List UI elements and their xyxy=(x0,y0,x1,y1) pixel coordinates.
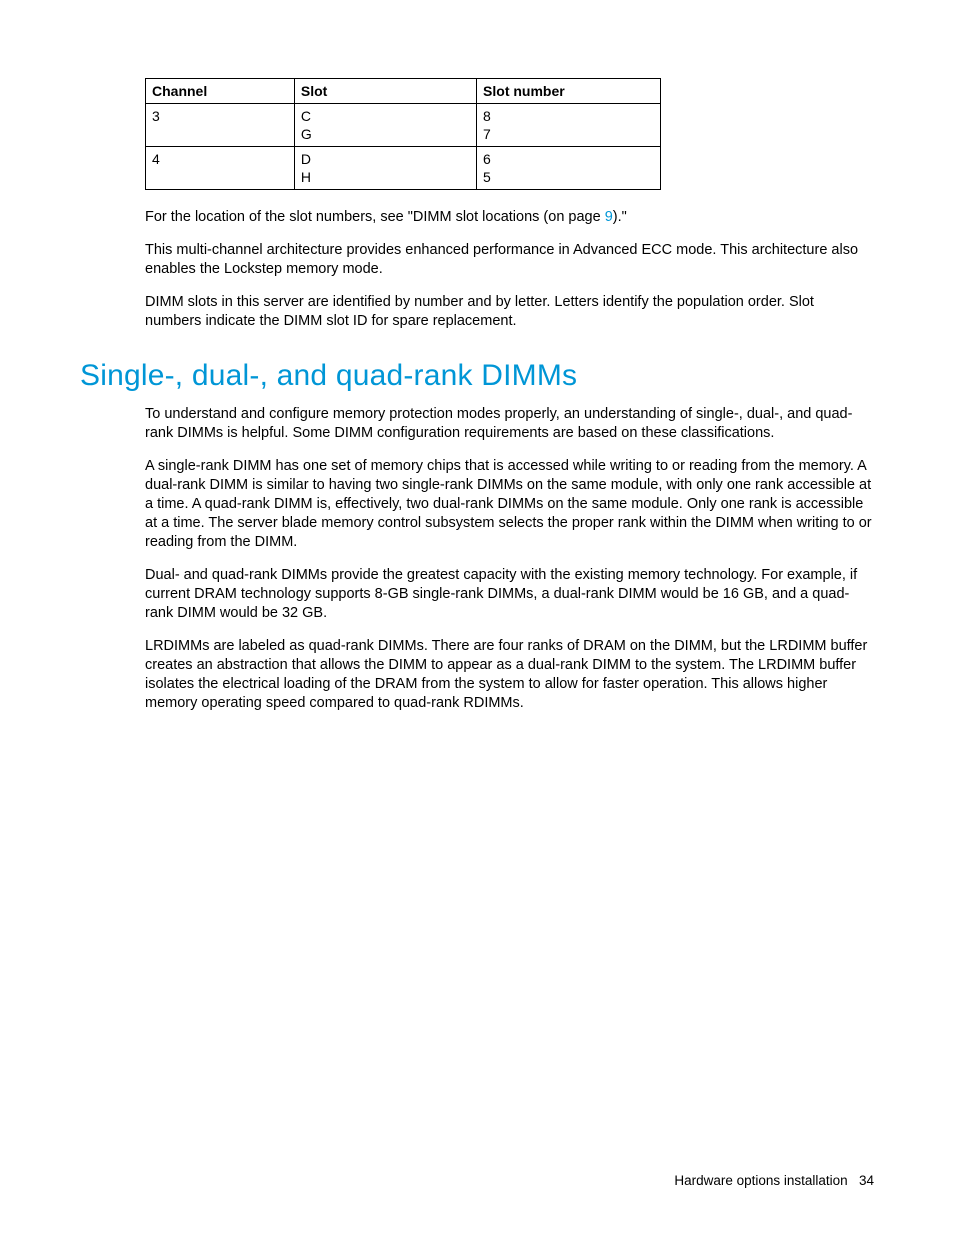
page-reference-link[interactable]: 9 xyxy=(605,209,613,225)
cell-channel: 4 xyxy=(146,147,295,190)
footer-section-title: Hardware options installation xyxy=(674,1173,847,1188)
text-before-link: For the location of the slot numbers, se… xyxy=(145,209,605,225)
page-footer: Hardware options installation 34 xyxy=(674,1173,874,1188)
paragraph-single-rank: A single-rank DIMM has one set of memory… xyxy=(145,457,874,552)
col-header-channel: Channel xyxy=(146,79,295,104)
cell-slot: D H xyxy=(294,147,476,190)
col-header-slotnum: Slot number xyxy=(477,79,661,104)
paragraph-dual-quad: Dual- and quad-rank DIMMs provide the gr… xyxy=(145,566,874,623)
footer-page-number: 34 xyxy=(859,1173,874,1188)
section-heading: Single-, dual-, and quad-rank DIMMs xyxy=(80,359,874,393)
table-header-row: Channel Slot Slot number xyxy=(146,79,661,104)
cell-slotnum: 8 7 xyxy=(477,104,661,147)
paragraph-slot-id: DIMM slots in this server are identified… xyxy=(145,293,874,331)
cell-channel: 3 xyxy=(146,104,295,147)
table-row: 4 D H 6 5 xyxy=(146,147,661,190)
text-after-link: )." xyxy=(613,209,627,225)
paragraph-location: For the location of the slot numbers, se… xyxy=(145,208,874,227)
paragraph-architecture: This multi-channel architecture provides… xyxy=(145,241,874,279)
paragraph-intro: To understand and configure memory prote… xyxy=(145,405,874,443)
cell-slot: C G xyxy=(294,104,476,147)
dimm-channel-table: Channel Slot Slot number 3 C G 8 7 4 D H… xyxy=(145,78,661,190)
col-header-slot: Slot xyxy=(294,79,476,104)
table-row: 3 C G 8 7 xyxy=(146,104,661,147)
paragraph-lrdimm: LRDIMMs are labeled as quad-rank DIMMs. … xyxy=(145,637,874,713)
cell-slotnum: 6 5 xyxy=(477,147,661,190)
